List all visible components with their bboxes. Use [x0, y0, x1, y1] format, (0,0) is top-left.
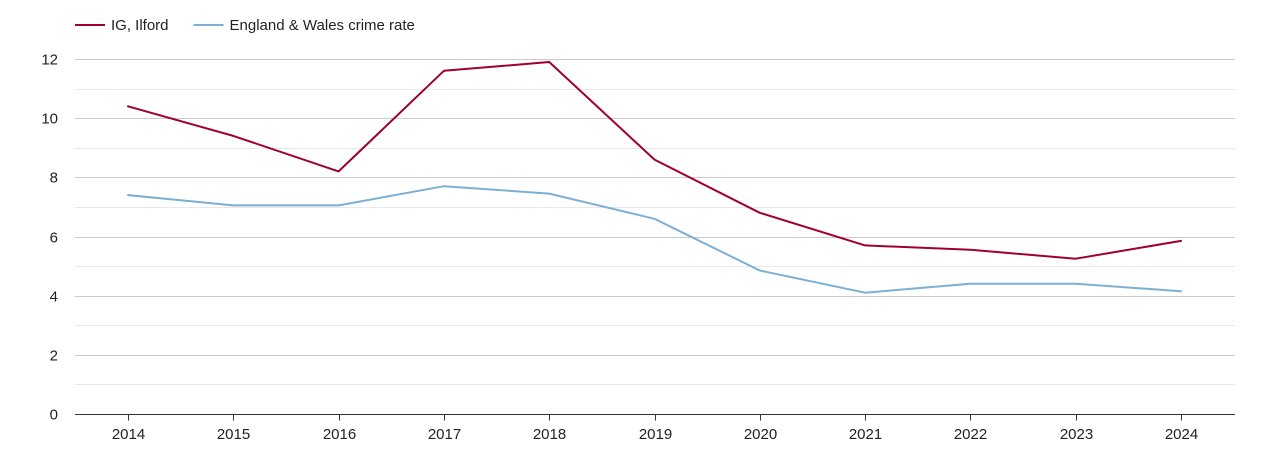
x-tick-label: 2019 [639, 426, 672, 443]
x-tick-label: 2021 [849, 426, 882, 443]
x-tick-label: 2015 [217, 426, 250, 443]
series-line-ig-ilford[interactable] [127, 61, 1182, 260]
x-tick-label: 2016 [323, 426, 356, 443]
y-tick-label: 12 [41, 52, 58, 69]
x-tick-label: 2023 [1060, 426, 1093, 443]
legend: IG, Ilford England & Wales crime rate [75, 17, 415, 34]
axes: 0 2 4 6 8 10 12 2014 2015 2016 2017 2018 2019 2020 202… [41, 52, 1235, 443]
y-tick-label: 4 [50, 289, 58, 306]
y-tick-label: 6 [50, 230, 58, 247]
x-tick-label: 2022 [954, 426, 987, 443]
x-tick-label: 2017 [428, 426, 461, 443]
legend-label-england-wales[interactable]: England & Wales crime rate [230, 17, 415, 34]
x-tick-label: 2018 [533, 426, 566, 443]
series-lines [127, 61, 1182, 294]
y-tick-label: 0 [50, 407, 58, 424]
grid [75, 59, 1235, 385]
x-tick-label: 2020 [744, 426, 777, 443]
y-tick-label: 10 [41, 111, 58, 128]
y-tick-label: 2 [50, 348, 58, 365]
series-line-england-wales[interactable] [127, 185, 1182, 294]
x-tick-label: 2014 [112, 426, 145, 443]
legend-label-ig-ilford[interactable]: IG, Ilford [111, 17, 169, 34]
x-tick-label: 2024 [1165, 426, 1198, 443]
y-tick-label: 8 [50, 170, 58, 187]
